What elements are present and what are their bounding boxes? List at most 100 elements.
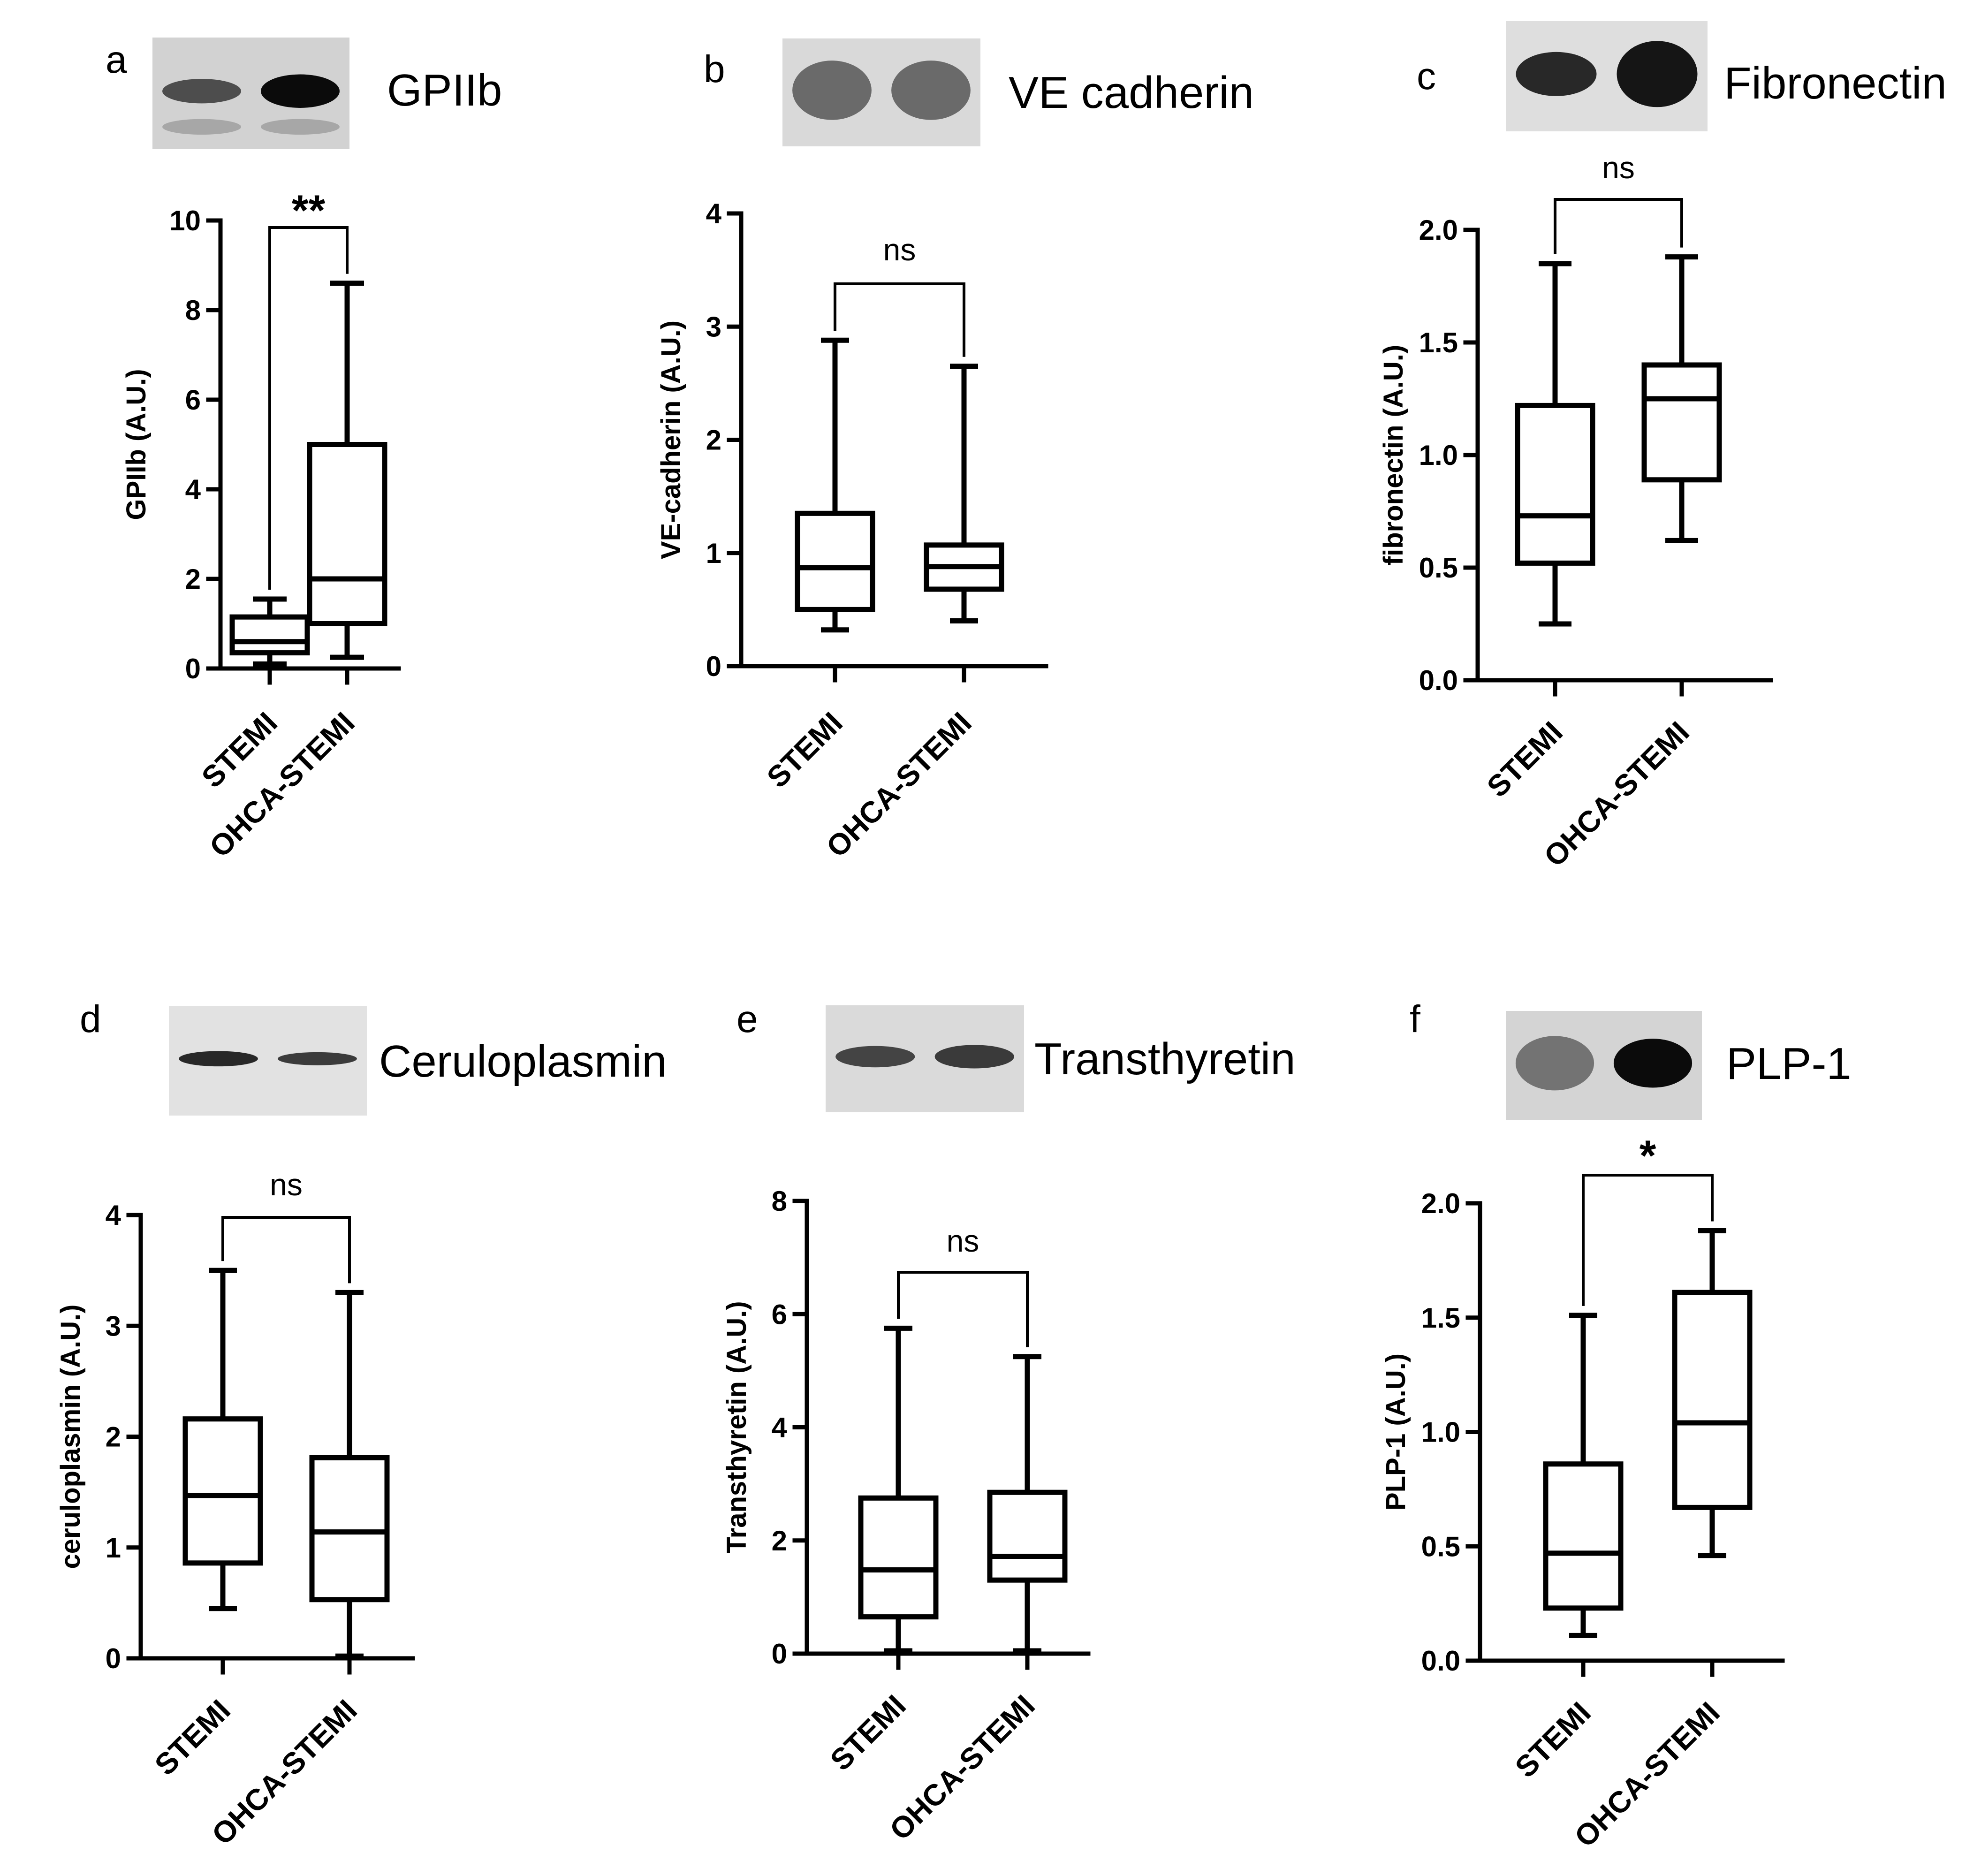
blot-label: GPIIb [387,65,502,115]
panel-letter: e [736,998,758,1041]
significance-label: ns [270,1167,303,1202]
y-tick-label: 3 [706,311,721,342]
y-tick-label: 10 [169,205,201,236]
y-tick-label: 2 [706,425,721,456]
iqr-box [1641,362,1722,483]
y-tick-label: 1.5 [1419,327,1458,358]
box-ohca-stemi [1641,254,1722,543]
blot-label: PLP-1 [1726,1039,1852,1089]
y-tick-label: 2 [772,1525,787,1557]
western-blot-image [782,38,980,146]
y-tick-label: 1.5 [1421,1302,1460,1334]
blot-band [179,1051,258,1067]
y-tick-label: 3 [106,1310,121,1342]
y-tick-label: 6 [185,384,201,416]
y-tick-label: 0 [106,1643,121,1674]
y-tick-label: 2 [106,1421,121,1453]
y-tick-label: 2.0 [1421,1188,1460,1219]
iqr-box [795,510,875,612]
y-tick-label: 0 [185,653,201,684]
box-stemi [229,596,310,667]
y-tick-label: 8 [772,1185,787,1217]
blot-band [1516,52,1597,96]
y-tick-label: 0.0 [1419,665,1458,696]
blot-band [162,79,241,104]
significance-bracket [1582,1174,1714,1306]
iqr-box [858,1495,939,1620]
y-tick-label: 1 [106,1532,121,1564]
significance-label: * [1640,1132,1656,1180]
box-ohca-stemi [1672,1228,1753,1558]
iqr-box [229,614,310,656]
y-tick-label: 4 [106,1200,121,1231]
iqr-box [1672,1290,1753,1510]
box-ohca-stemi [307,281,387,660]
box-stemi [858,1325,939,1654]
x-category-label: STEMI [148,1693,237,1782]
box-ohca-stemi [924,364,1004,623]
y-tick-label: 6 [772,1299,787,1330]
blot-label: Ceruloplasmin [379,1036,667,1086]
blot-band [1613,1039,1693,1088]
panel-letter: b [704,48,725,91]
box-stemi [182,1268,263,1611]
blot-band [934,1045,1014,1069]
blot-label: Transthyretin [1034,1034,1296,1084]
y-tick-label: 1.0 [1419,440,1458,471]
blot-band [261,119,340,135]
blot-band [835,1046,915,1068]
significance-bracket [834,282,965,357]
significance-label: ns [883,232,916,267]
significance-bracket [221,1216,351,1284]
y-tick-label: 2 [185,563,201,595]
blot-band [261,74,340,108]
y-tick-label: 1.0 [1421,1417,1460,1448]
significance-bracket [1554,198,1683,254]
blot-band [891,61,971,120]
box-stemi [1515,261,1595,627]
y-tick-label: 4 [706,198,722,229]
significance-bracket [268,226,349,590]
iqr-box [307,442,387,626]
y-tick-label: 0.5 [1419,552,1458,584]
significance-label: ns [947,1223,979,1258]
y-tick-label: 0.5 [1421,1531,1460,1562]
panel-letter: f [1410,998,1420,1041]
box-stemi [1543,1313,1624,1638]
blot-band [792,61,872,120]
y-tick-label: 4 [772,1412,788,1443]
y-tick-label: 4 [185,474,201,505]
blot-label: Fibronectin [1724,58,1947,108]
western-blot-image [1506,1011,1702,1120]
significance-bracket [897,1271,1029,1347]
panel-e: e Transthyretin 0 2 4 6 8 Transthyretin (A.U.) S… [721,998,1296,1846]
x-category-label: STEMI [1509,1695,1597,1784]
panel-c: c Fibronectin 0.0 0.5 1.0 1.5 2.0 fibronectin (… [1378,21,1947,873]
iqr-box [1515,403,1595,566]
x-category-label: STEMI [1480,715,1569,804]
panel-letter: c [1417,55,1436,98]
panel-d: d Ceruloplasmin 0 1 2 3 4 ceruloplasmin (A.U.) S… [55,998,667,1851]
iqr-box [182,1416,263,1566]
panel-letter: d [80,998,101,1041]
box-stemi [795,337,875,633]
y-axis-title: PLP-1 (A.U.) [1381,1353,1411,1511]
y-axis-title: ceruloplasmin (A.U.) [55,1305,86,1569]
y-tick-label: 0.0 [1421,1645,1460,1677]
significance-label: ns [1602,150,1635,185]
y-tick-label: 1 [706,538,721,569]
box-ohca-stemi [987,1354,1068,1654]
x-category-label: STEMI [760,706,849,794]
western-blot-image [1506,21,1708,131]
blot-label: VE cadherin [1009,68,1254,118]
box-ohca-stemi [309,1290,390,1659]
x-category-label: STEMI [824,1688,912,1777]
blot-band [162,119,241,135]
y-tick-label: 0 [706,651,721,682]
blot-band [1515,1036,1594,1091]
iqr-box [987,1489,1068,1583]
western-blot-image [169,1006,367,1116]
western-blot-image [826,1005,1024,1112]
y-tick-label: 8 [185,295,201,326]
